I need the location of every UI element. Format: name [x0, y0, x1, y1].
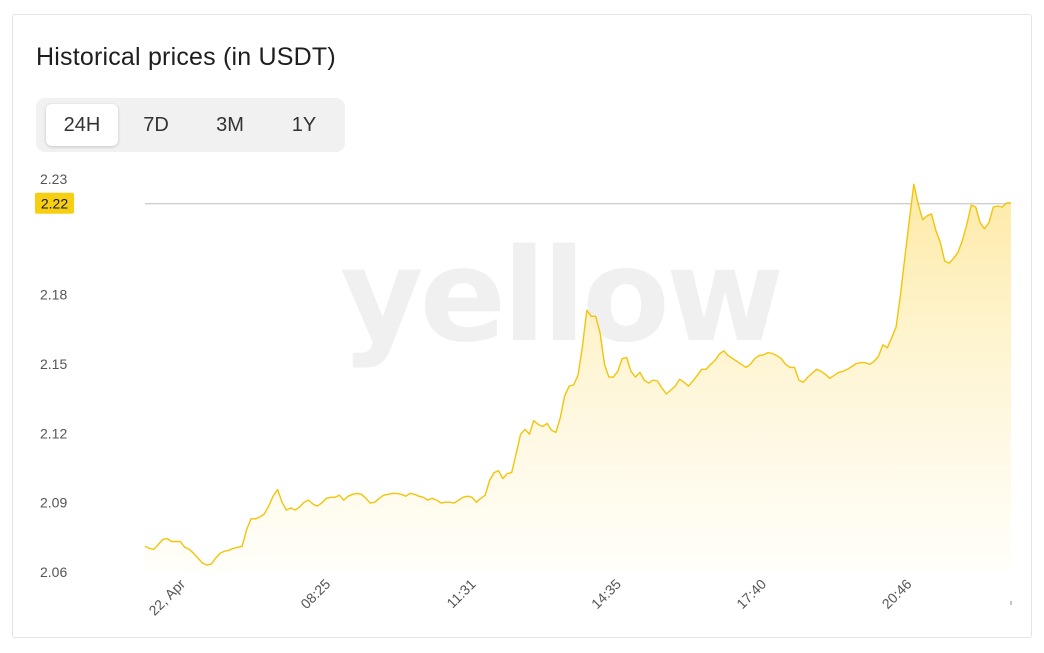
tab-7d[interactable]: 7D — [143, 114, 169, 136]
tab-3m[interactable]: 3M — [216, 114, 244, 136]
y-tick-label: 2.15 — [40, 356, 67, 372]
y-tick-label: 2.23 — [40, 171, 67, 187]
x-tick-label: 11:31 — [443, 576, 479, 612]
svg-text:yellow: yellow — [340, 222, 780, 371]
badge-background — [35, 192, 74, 214]
current-price-badge: 2.22 — [35, 192, 74, 214]
x-tick-label: 08:25 — [297, 576, 333, 612]
x-tick-label: 22, Apr — [145, 576, 188, 619]
x-axis-ticks: 22, Apr 08:25 11:31 14:35 17:40 20:46 — [145, 576, 1012, 619]
tab-24h[interactable]: 24H — [46, 104, 118, 146]
current-price-label: 2.22 — [41, 196, 68, 212]
price-area-fill — [145, 184, 1011, 573]
y-tick-label: 2.18 — [40, 287, 67, 303]
x-tick-label: 17:40 — [733, 576, 769, 612]
chart-title: Historical prices (in USDT) — [36, 43, 336, 71]
yellow-watermark-logo: yellow — [340, 222, 784, 371]
tab-1y[interactable]: 1Y — [291, 114, 317, 136]
timeframe-tabs: 24H 7D 3M 1Y — [36, 98, 345, 152]
y-tick-label: 2.06 — [40, 564, 67, 580]
price-line — [144, 183, 1011, 566]
y-axis-ticks: 2.23 2.18 2.15 2.12 2.09 2.06 — [40, 171, 67, 580]
y-tick-label: 2.12 — [40, 425, 67, 441]
x-tick-label: 20:46 — [879, 576, 915, 612]
y-tick-label: 2.09 — [40, 495, 67, 511]
x-tick-label: 14:35 — [588, 576, 624, 612]
